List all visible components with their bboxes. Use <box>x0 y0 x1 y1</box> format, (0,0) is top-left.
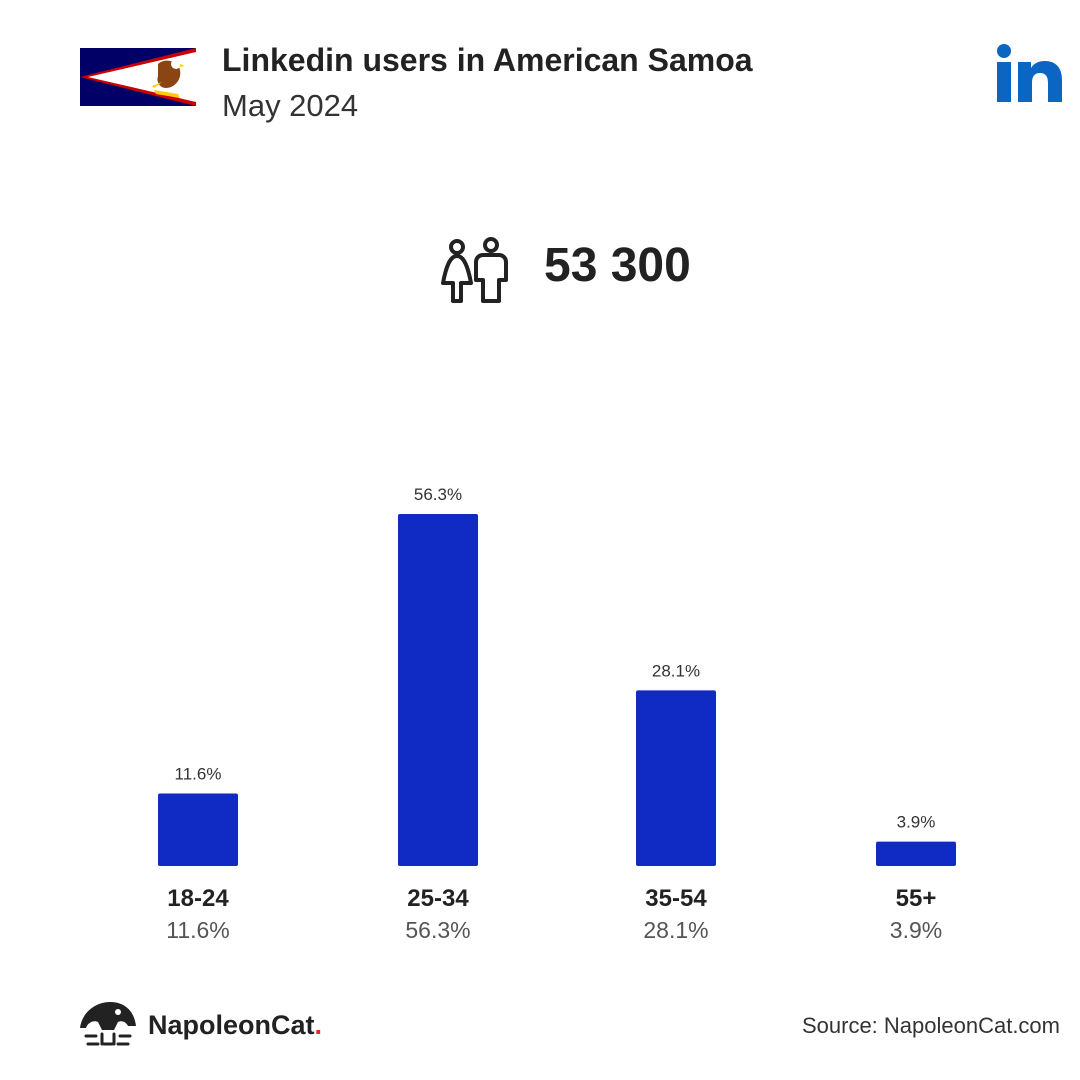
total-users-value: 53 300 <box>544 239 691 292</box>
category-label: 55+ <box>896 885 937 912</box>
brand-name-main: NapoleonCat <box>148 1010 315 1040</box>
category-percent-label: 11.6% <box>166 917 230 943</box>
category-label: 35-54 <box>645 885 707 912</box>
bar-value-label: 11.6% <box>175 764 222 783</box>
users-icon <box>441 237 508 303</box>
bar-value-label: 3.9% <box>897 813 936 832</box>
category-percent-label: 28.1% <box>643 917 708 943</box>
brand-name: NapoleonCat. <box>148 1010 322 1041</box>
page-title: Linkedin users in American Samoa <box>222 42 753 78</box>
brand-name-dot: . <box>314 1010 323 1040</box>
bar-value-label: 56.3% <box>414 485 462 504</box>
bar-25-34 <box>398 514 478 866</box>
category-percent-label: 3.9% <box>890 917 942 943</box>
category-percent-label: 56.3% <box>405 917 470 943</box>
bar-18-24 <box>158 793 238 866</box>
napoleoncat-logo-icon <box>80 1002 136 1046</box>
bar-value-label: 28.1% <box>652 661 700 680</box>
bar-35-54 <box>636 690 716 866</box>
page-subtitle: May 2024 <box>222 88 359 123</box>
source-text: Source: NapoleonCat.com <box>801 1013 1060 1038</box>
bar-55+ <box>876 841 956 866</box>
linkedin-logo-icon <box>997 44 1062 102</box>
category-label: 18-24 <box>167 885 229 912</box>
category-label: 25-34 <box>407 885 469 912</box>
american-samoa-flag-icon <box>80 48 196 106</box>
